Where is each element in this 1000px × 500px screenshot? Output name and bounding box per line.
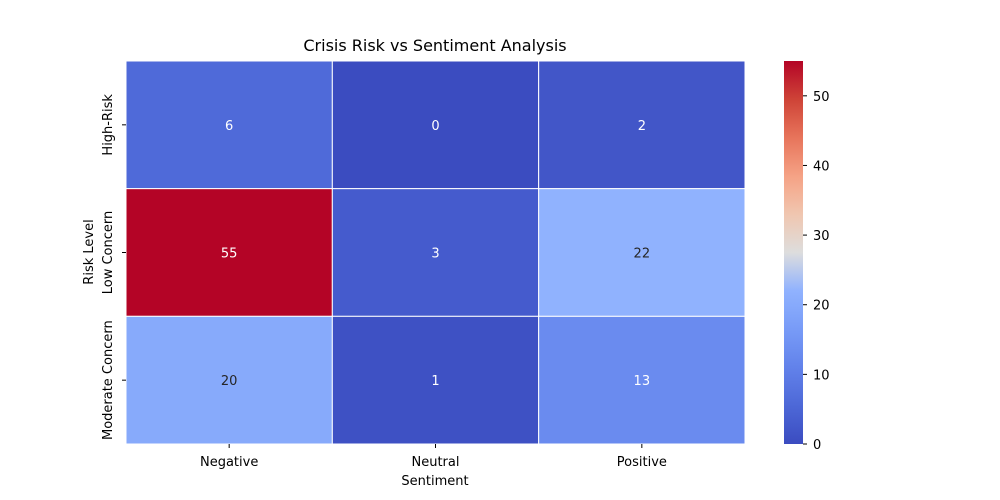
chart-title: Crisis Risk vs Sentiment Analysis [303,36,566,55]
colorbar-tick-label: 50 [813,90,830,105]
colorbar-tick-label: 30 [813,229,830,244]
x-axis-label: Sentiment [401,474,468,489]
x-tick-label: Negative [200,455,258,470]
y-tick-label: Moderate Concern [101,320,116,440]
x-tick-label: Positive [617,455,667,470]
heatmap-cell-low-concern-negative [125,188,333,317]
heatmap-cell-value: 6 [225,119,233,134]
y-axis-label: Risk Level [82,219,97,284]
y-tick-label: High-Risk [101,94,116,156]
heatmap-cell-value: 13 [634,374,651,389]
heatmap-cells [125,60,746,445]
heatmap-cell-value: 2 [638,119,646,134]
heatmap-cell-high-risk-positive [538,60,746,190]
heatmap-cell-low-concern-positive [538,188,746,317]
heatmap-cell-labels: 6 0 2 55 3 22 20 1 13 [221,119,650,389]
heatmap-cell-value: 20 [221,374,238,389]
heatmap-cell-value: 22 [634,247,651,262]
colorbar [784,61,803,444]
heatmap-cell-value: 3 [431,247,439,262]
colorbar-tick-label: 40 [813,159,830,174]
heatmap-cell-low-concern-neutral [331,188,540,317]
heatmap-cell-high-risk-negative [125,60,333,190]
x-tick-label: Neutral [412,455,460,470]
heatmap-cell-value: 1 [431,374,439,389]
x-axis: Negative Neutral Positive [200,444,667,470]
heatmap-cell-high-risk-neutral [331,60,540,190]
colorbar-tick-label: 10 [813,368,830,383]
colorbar-tick-label: 0 [813,438,821,453]
heatmap-cell-moderate-concern-neutral [331,315,540,445]
y-axis: High-Risk Low Concern Moderate Concern [101,94,126,440]
heatmap-cell-value: 0 [431,119,439,134]
heatmap-cell-moderate-concern-negative [125,315,333,445]
colorbar-tick-label: 20 [813,299,830,314]
colorbar-ticks: 0 10 20 30 40 50 [803,90,830,453]
heatmap-cell-value: 55 [221,247,238,262]
y-tick-label: Low Concern [101,211,116,295]
